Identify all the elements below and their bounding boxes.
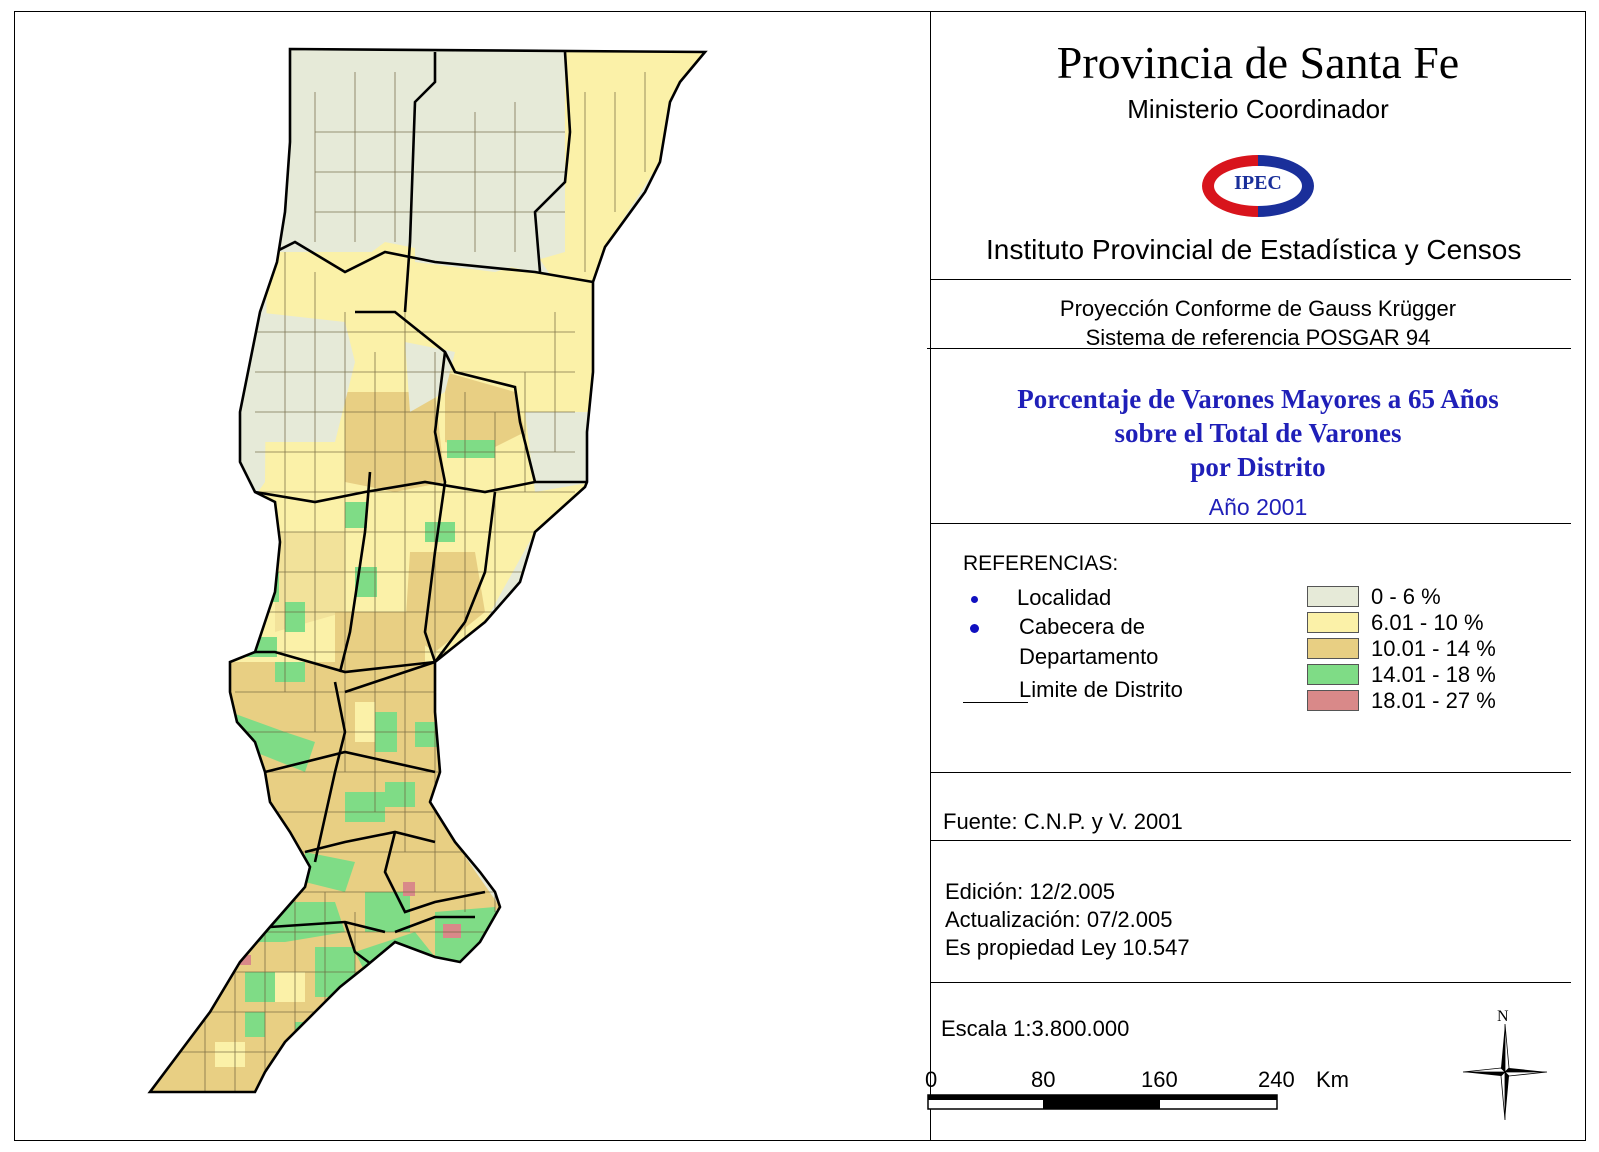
legend-swatch — [1307, 664, 1359, 685]
legend-swatch — [1307, 586, 1359, 607]
institute-name: Instituto Provincial de Estadística y Ce… — [986, 234, 1522, 265]
projection-line-2: Sistema de referencia POSGAR 94 — [1085, 325, 1431, 350]
ipec-logo-icon: IPEC — [1202, 155, 1314, 217]
scale-tick: 0 — [925, 1067, 938, 1092]
legend-cabecera-2: Departamento — [1019, 644, 1159, 669]
scale-text: Escala 1:3.800.000 — [941, 1016, 1130, 1041]
map-title-line-3: por Distrito — [1190, 452, 1326, 482]
legend-class-label: 0 - 6 % — [1371, 584, 1441, 609]
legend-cabecera-1: Cabecera de — [1019, 614, 1145, 639]
update-date: Actualización: 07/2.005 — [945, 907, 1173, 932]
localidad-dot-icon — [971, 596, 978, 603]
province-map — [148, 47, 707, 1094]
district-limit-line-icon — [963, 702, 1028, 703]
legend-class-label: 10.01 - 14 % — [1371, 636, 1496, 661]
legend-class-label: 18.01 - 27 % — [1371, 688, 1496, 713]
ipec-logo-text: IPEC — [1234, 172, 1282, 194]
map-title-line-2: sobre el Total de Varones — [1114, 418, 1402, 448]
map-frame — [14, 11, 1586, 1141]
projection-info: Proyección Conforme de Gauss Krügger Sis… — [931, 294, 1585, 352]
legend-class-label: 14.01 - 18 % — [1371, 662, 1496, 687]
scale-tick: 240 — [1258, 1067, 1295, 1092]
legend-swatch — [1307, 690, 1359, 711]
page-title: Provincia de Santa Fe — [1056, 37, 1460, 88]
scale-tick: 80 — [1031, 1067, 1056, 1092]
scale-bar — [927, 1094, 1278, 1110]
ipec-logo: IPEC — [1198, 152, 1318, 220]
cabecera-dot-icon — [970, 624, 979, 633]
map-title: Porcentaje de Varones Mayores a 65 Años … — [931, 382, 1585, 484]
north-label: N — [1497, 1008, 1509, 1025]
ministry-subtitle: Ministerio Coordinador — [1127, 94, 1389, 124]
map-title-line-1: Porcentaje de Varones Mayores a 65 Años — [1017, 384, 1499, 414]
divider — [931, 279, 1571, 280]
legend-swatch — [1307, 638, 1359, 659]
scale-unit: Km — [1316, 1067, 1349, 1092]
legend-swatch — [1307, 612, 1359, 633]
scale-tick: 160 — [1141, 1067, 1178, 1092]
map-year: Año 2001 — [1208, 494, 1308, 520]
legend-limite: Limite de Distrito — [1019, 677, 1183, 702]
divider — [931, 772, 1571, 773]
legend-title: REFERENCIAS: — [963, 552, 1119, 575]
divider — [931, 840, 1571, 841]
divider — [931, 982, 1571, 983]
property-law: Es propiedad Ley 10.547 — [945, 935, 1190, 960]
legend-localidad: Localidad — [1017, 585, 1112, 610]
legend-class-label: 6.01 - 10 % — [1371, 610, 1484, 635]
divider — [927, 348, 1571, 349]
map-area — [15, 12, 930, 1140]
projection-line-1: Proyección Conforme de Gauss Krügger — [1059, 296, 1457, 321]
info-panel: Provincia de Santa Fe Ministerio Coordin… — [925, 12, 1585, 1140]
edition-date: Edición: 12/2.005 — [945, 879, 1116, 904]
north-arrow-icon — [1462, 1023, 1548, 1121]
edition-info: Edición: 12/2.005 Actualización: 07/2.00… — [945, 878, 1190, 962]
divider — [931, 523, 1571, 524]
source-text: Fuente: C.N.P. y V. 2001 — [943, 809, 1183, 834]
